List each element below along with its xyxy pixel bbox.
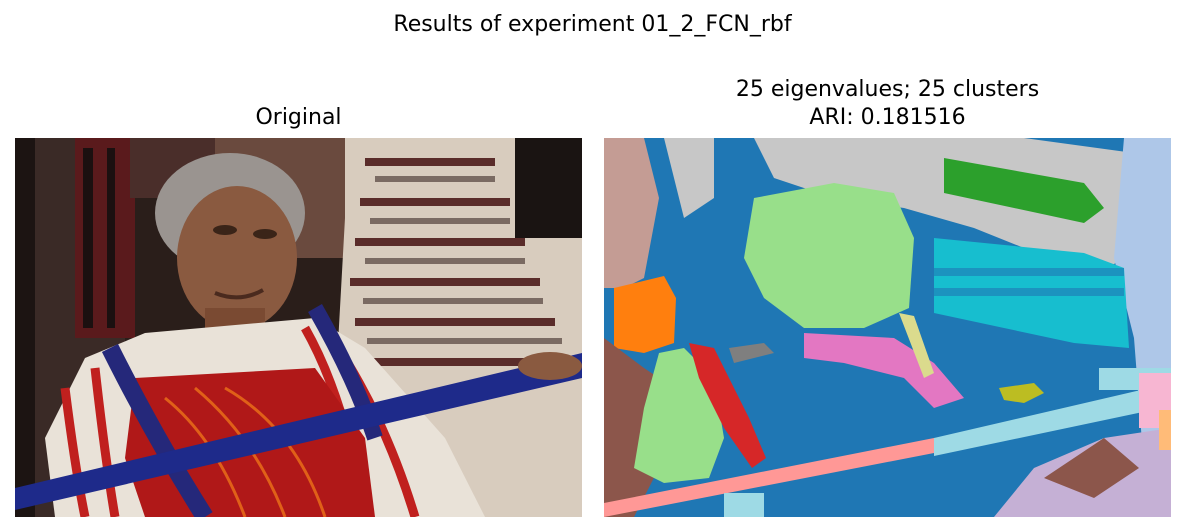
segmentation-image: [604, 138, 1171, 517]
original-image: [15, 138, 582, 517]
segmentation-panel-title: 25 eigenvalues; 25 clusters ARI: 0.18151…: [604, 77, 1171, 133]
figure-title: Results of experiment 01_2_FCN_rbf: [393, 12, 792, 37]
segmentation-title-line2: ARI: 0.181516: [809, 105, 966, 130]
segmentation-title-line1: 25 eigenvalues; 25 clusters: [735, 77, 1040, 102]
original-panel-title: Original: [255, 105, 342, 130]
